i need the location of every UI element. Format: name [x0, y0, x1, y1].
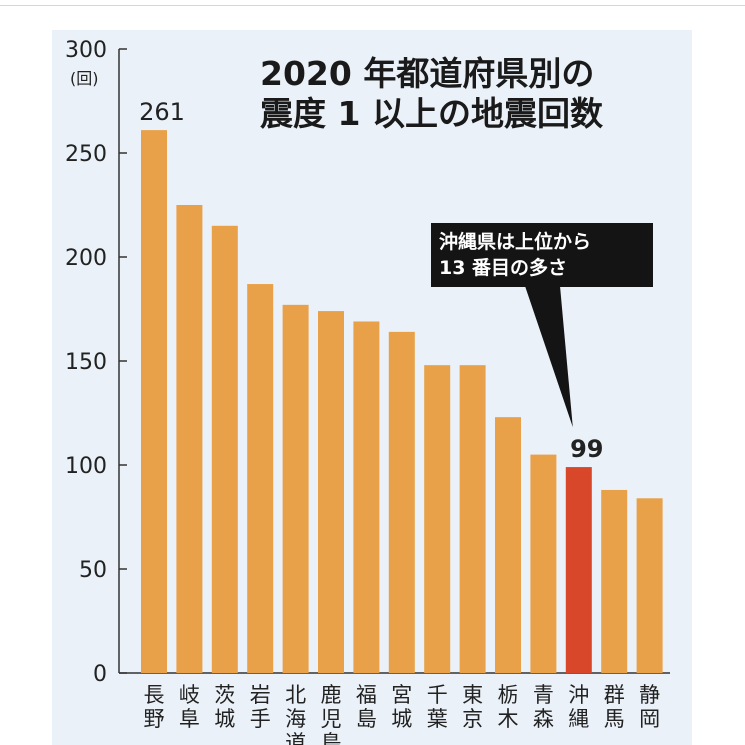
bar-12 — [530, 454, 557, 673]
x-tick-label-char: 児 — [321, 707, 342, 731]
data-label: 99 — [570, 435, 603, 463]
y-tick-label: 250 — [65, 142, 107, 167]
top-divider — [0, 5, 745, 6]
x-tick-label-char: 馬 — [604, 707, 625, 731]
bar-1 — [141, 130, 167, 673]
y-tick-label: 300 — [65, 38, 107, 63]
bar-13 — [565, 467, 592, 673]
bar-15 — [636, 498, 663, 673]
x-tick-label-char: 栃 — [498, 683, 519, 707]
x-tick-label-char: 島 — [356, 707, 377, 731]
x-tick-label-char: 青 — [533, 683, 554, 707]
x-tick-label-char: 京 — [462, 707, 483, 731]
x-tick-label-char: 岡 — [639, 707, 660, 731]
x-tick-label-char: 茨 — [214, 683, 235, 707]
x-tick-label-char: 岩 — [250, 683, 271, 707]
x-tick-label-char: 道 — [285, 731, 306, 745]
chart-title-line-1: 2020 年都道府県別の — [260, 54, 595, 93]
bar-10 — [459, 365, 486, 673]
bar-5 — [282, 304, 309, 673]
y-tick-label: 150 — [65, 350, 107, 375]
chart-title-line-2: 震度 1 以上の地震回数 — [260, 94, 603, 133]
bar-6 — [318, 311, 344, 673]
y-axis-unit: (回) — [70, 69, 99, 88]
x-tick-label-char: 城 — [391, 707, 412, 731]
x-tick-label-char: 北 — [285, 683, 306, 707]
annotation-pointer — [525, 286, 573, 428]
x-tick-label-char: 木 — [498, 707, 519, 731]
y-tick-label: 50 — [79, 558, 107, 583]
x-tick-label-char: 阜 — [179, 707, 200, 731]
x-tick-label-char: 野 — [144, 707, 165, 731]
x-tick-label-char: 東 — [462, 683, 483, 707]
x-tick-label-char: 宮 — [391, 683, 412, 707]
bar-8 — [388, 331, 415, 673]
x-tick-label-char: 静 — [639, 683, 660, 707]
x-tick-label-char: 島 — [321, 731, 342, 745]
y-tick-label: 200 — [65, 246, 107, 271]
y-tick-label: 0 — [93, 662, 107, 687]
bar-9 — [424, 365, 451, 673]
bar-4 — [247, 284, 274, 673]
x-tick-label-char: 手 — [250, 707, 271, 731]
bar-7 — [353, 321, 380, 673]
x-tick-label-char: 海 — [285, 707, 306, 731]
annotation-line-1: 沖縄県は上位から — [439, 231, 592, 253]
x-tick-label-char: 鹿 — [321, 683, 342, 707]
bar-14 — [601, 489, 628, 673]
x-tick-label-char: 千 — [427, 683, 448, 707]
x-tick-label-char: 長 — [144, 683, 165, 707]
x-tick-label-char: 福 — [356, 683, 377, 707]
y-tick-label: 100 — [65, 454, 107, 479]
x-tick-label-char: 城 — [214, 707, 235, 731]
x-tick-label-char: 沖 — [568, 683, 589, 707]
bar-11 — [495, 417, 521, 673]
x-tick-label-char: 縄 — [568, 707, 589, 731]
data-label: 261 — [139, 98, 185, 126]
x-tick-label-char: 群 — [604, 683, 625, 707]
x-tick-label-char: 葉 — [427, 707, 448, 731]
bar-3 — [211, 225, 238, 674]
chart-title: 2020 年都道府県別の 震度 1 以上の地震回数 — [260, 54, 603, 134]
annotation-box: 沖縄県は上位から 13 番目の多さ — [431, 223, 653, 287]
x-tick-label-char: 岐 — [179, 683, 200, 707]
annotation-line-2: 13 番目の多さ — [439, 257, 568, 279]
bar-2 — [176, 205, 203, 673]
x-tick-label-char: 森 — [533, 707, 554, 731]
